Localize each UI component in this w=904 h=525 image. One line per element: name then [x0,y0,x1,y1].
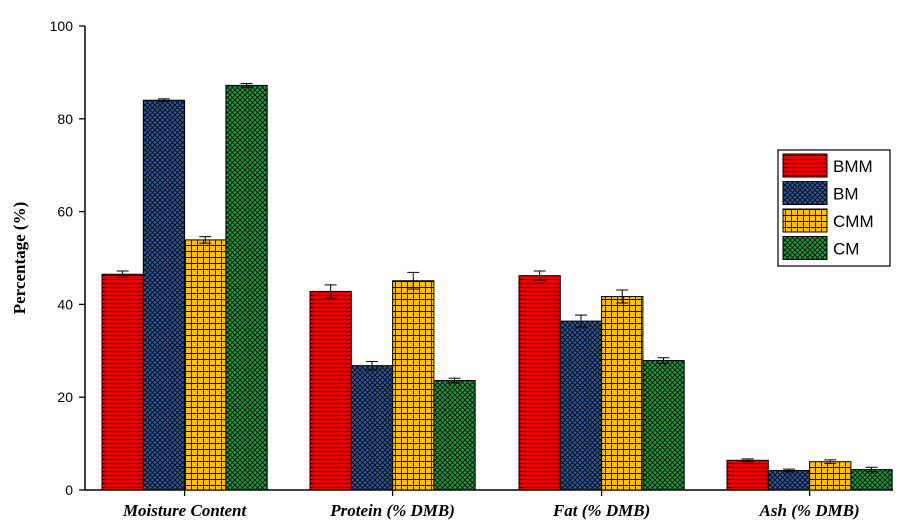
y-tick-label: 20 [57,389,73,405]
x-category-label: Ash (% DMB) [759,501,860,520]
error-bar [616,289,629,304]
error-bar [657,357,670,364]
y-tick-label: 80 [57,111,73,127]
bar-bmm-3 [726,459,769,491]
legend-swatch-bm [782,181,828,205]
error-bar [741,458,754,463]
error-bar [199,236,212,244]
error-bar [324,284,337,299]
bar-cmm-3 [809,461,852,491]
legend: BMM BM CMM CM [777,149,891,267]
bar-bm-3 [767,470,811,491]
legend-label-bmm: BMM [833,157,873,176]
error-bar [116,270,129,278]
error-bar [365,360,378,371]
bar-bm-2 [559,320,603,491]
error-bar [448,377,461,384]
legend-swatch-cmm [782,208,828,233]
legend-swatch-bmm [782,153,828,178]
bar-cm-2 [642,360,685,491]
x-category-label: Fat (% DMB) [552,501,650,520]
bar-cmm-0 [184,239,227,491]
legend-label-bm: BM [833,185,859,204]
bar-cmm-1 [392,280,435,491]
bar-bm-1 [350,365,394,491]
error-bar [240,83,253,88]
error-bar [824,459,837,465]
bar-cm-3 [850,469,893,491]
bar-bmm-0 [101,273,144,491]
error-bar [574,314,587,328]
y-axis-title: Percentage (%) [10,202,29,315]
y-ticks: 0 20 40 60 80 100 [50,18,85,498]
error-bar [533,270,546,281]
bars-layer [101,83,893,491]
x-category-label: Protein (% DMB) [329,501,455,520]
bar-cm-1 [433,379,476,491]
legend-swatch-cm [782,236,828,260]
y-tick-label: 100 [50,18,74,34]
bar-cmm-2 [601,296,644,491]
bar-bmm-2 [518,275,561,491]
bar-bm-0 [142,99,186,491]
legend-label-cm: CM [833,240,859,259]
error-bar [157,98,170,103]
error-bar [782,468,795,473]
x-category-label: Moisture Content [122,501,248,520]
x-category-labels: Moisture Content Protein (% DMB) Fat (% DM… [122,490,860,520]
y-tick-label: 60 [57,204,73,220]
y-tick-label: 0 [65,482,73,498]
bar-bmm-1 [309,290,352,491]
y-tick-label: 40 [57,296,73,312]
error-bar [407,271,420,290]
error-bar [865,466,878,473]
legend-label-cmm: CMM [833,212,874,231]
bar-cm-0 [225,84,268,491]
